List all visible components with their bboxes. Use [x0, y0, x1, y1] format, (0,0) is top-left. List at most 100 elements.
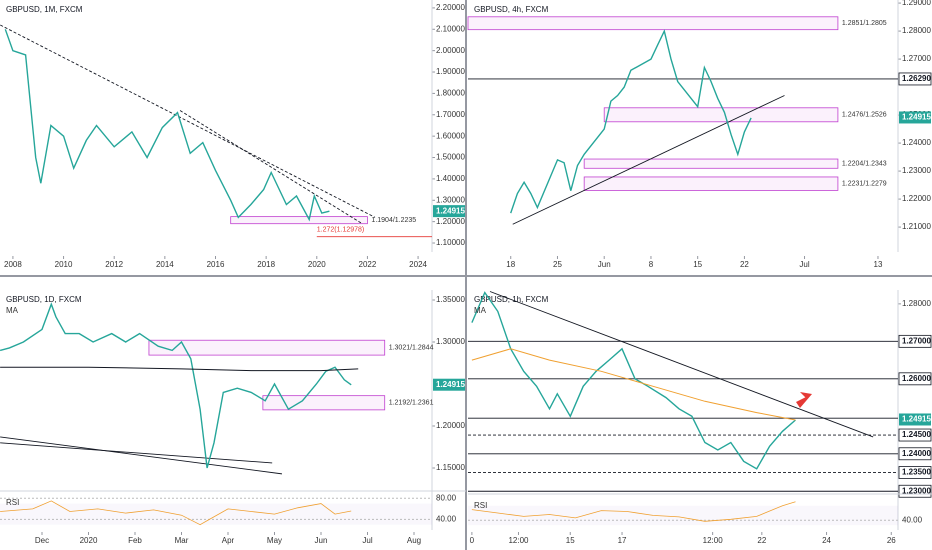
zone-label: 1.2204/1.2343 [842, 161, 887, 168]
y-tick-label: 1.90000 [436, 67, 465, 76]
x-tick-label: 2008 [4, 260, 22, 269]
level-badge-label: 1.23000 [902, 486, 931, 495]
chart-title: GBPUSD, 1D, FXCM [6, 295, 82, 304]
y-tick-label: 1.28000 [902, 299, 931, 308]
y-tick-label: 1.50000 [436, 153, 465, 162]
x-tick-label: 8 [649, 260, 654, 269]
price-badge [433, 378, 465, 391]
y-tick-label: 1.22000 [902, 194, 931, 203]
zone-label: 1.2231/1.2279 [842, 181, 887, 188]
zone-label: 1.3021/1.2844 [389, 345, 434, 352]
y-tick-label: 2.20000 [436, 3, 465, 12]
x-tick-label: 2016 [207, 260, 225, 269]
trendline [512, 95, 785, 225]
price-line [510, 29, 752, 214]
x-tick-label: Jun [598, 260, 611, 269]
x-tick-label: 2018 [257, 260, 275, 269]
y-tick-label: 1.20000 [436, 421, 465, 430]
y-tick-label: 1.20000 [436, 217, 465, 226]
zone-label: 1.2851/1.2805 [842, 20, 887, 27]
price-badge-label: 1.24915 [436, 380, 465, 389]
rsi-line [0, 500, 352, 526]
price-badge-label: 1.24915 [902, 113, 931, 122]
level-badge-label: 1.24000 [902, 449, 931, 458]
y-tick-label: 1.80000 [436, 89, 465, 98]
zone [583, 158, 839, 169]
zone [230, 216, 368, 225]
price-line [0, 366, 359, 372]
zone [603, 107, 839, 123]
level-badge [898, 334, 932, 348]
zone [583, 176, 839, 191]
price-line [4, 29, 330, 222]
y-tick-label: 1.23000 [902, 166, 931, 175]
y-tick-label: 1.28000 [902, 26, 931, 35]
price-line [471, 291, 796, 470]
series-label: MA [6, 306, 19, 315]
rsi-band [0, 503, 432, 525]
level-badge-label: 1.26290 [902, 74, 931, 83]
price-badge [899, 111, 931, 124]
price-badge [433, 205, 465, 218]
x-tick-label: 2014 [156, 260, 174, 269]
x-tick-label: Mar [175, 536, 189, 545]
x-tick-label: 15 [693, 260, 702, 269]
x-tick-label: Apr [222, 536, 235, 545]
x-tick-label: 2012 [105, 260, 123, 269]
x-tick-label: 12:00 [703, 536, 724, 545]
y-tick-label: 1.40000 [436, 174, 465, 183]
y-tick-label: 1.60000 [436, 131, 465, 140]
level-badge [898, 466, 932, 479]
x-tick-label: 15 [566, 536, 575, 545]
zone [467, 16, 839, 31]
level-badge-label: 1.24500 [902, 430, 931, 439]
rsi-tick-label: 40.00 [436, 515, 457, 524]
price-badge [899, 413, 931, 426]
y-tick-label: 1.35000 [436, 295, 465, 304]
y-tick-label: 1.29000 [902, 0, 931, 7]
x-tick-label: Jul [362, 536, 372, 545]
x-tick-label: 24 [822, 536, 831, 545]
x-tick-label: 2010 [55, 260, 73, 269]
zone [148, 339, 386, 356]
level-label: 1.272(1.12978) [317, 227, 364, 234]
level-badge [898, 72, 932, 86]
x-tick-label: Feb [128, 536, 142, 545]
x-tick-label: 2022 [359, 260, 377, 269]
chart-title: GBPUSD, 1M, FXCM [6, 5, 83, 14]
arrow [796, 392, 812, 408]
x-tick-label: 22 [757, 536, 766, 545]
price-line [471, 348, 796, 421]
y-tick-label: 1.27000 [902, 54, 931, 63]
y-tick-label: 2.10000 [436, 24, 465, 33]
trendline [0, 442, 273, 464]
zone-label: 1.2192/1.2361 [389, 400, 434, 407]
level-badge [898, 372, 932, 386]
trendline [0, 24, 376, 218]
level-badge-label: 1.26000 [902, 374, 931, 383]
level-badge-label: 1.27000 [902, 336, 931, 345]
x-tick-label: Jul [799, 260, 809, 269]
x-tick-label: 0 [470, 536, 475, 545]
rsi-band [468, 505, 898, 526]
level-badge [898, 428, 932, 442]
rsi-label: RSI [474, 501, 487, 510]
y-tick-label: 1.70000 [436, 110, 465, 119]
rsi-line [471, 501, 796, 522]
y-tick-label: 1.30000 [436, 195, 465, 204]
x-tick-label: 2020 [308, 260, 326, 269]
y-tick-label: 2.00000 [436, 46, 465, 55]
zone-label: 1.1904/1.2235 [371, 217, 416, 224]
rsi-tick-label: 80.00 [436, 493, 457, 502]
price-badge-label: 1.24915 [902, 415, 931, 424]
price-line [0, 302, 352, 469]
series-label: MA [474, 306, 487, 315]
trendline [489, 291, 874, 438]
x-tick-label: 26 [887, 536, 896, 545]
x-tick-label: May [267, 536, 282, 545]
y-tick-label: 1.30000 [436, 337, 465, 346]
price-badge-label: 1.24915 [436, 206, 465, 215]
x-tick-label: 17 [618, 536, 627, 545]
trendline [0, 436, 282, 475]
